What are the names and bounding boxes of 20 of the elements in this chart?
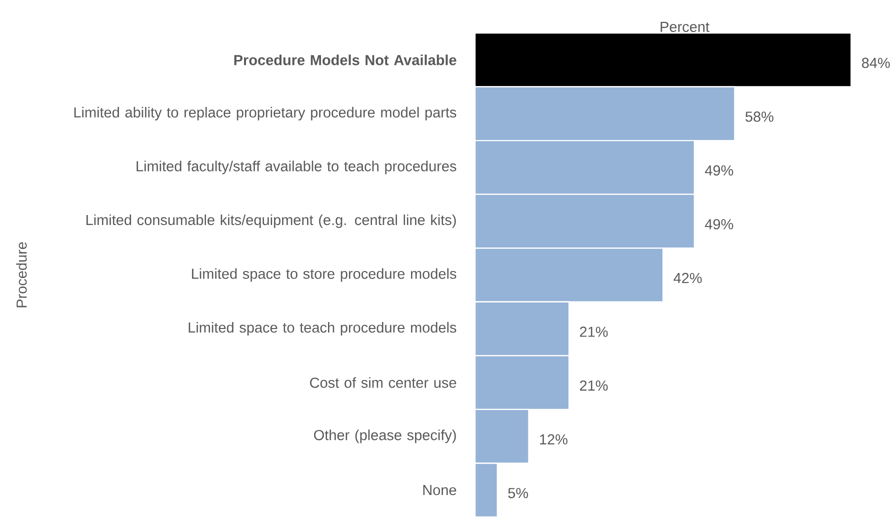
y-tick-label: None: [423, 485, 456, 496]
data-label: 49%: [704, 219, 734, 230]
data-label: 21%: [580, 326, 608, 337]
y-tick-label: Procedure Models Not Available: [234, 54, 456, 66]
data-label: 42%: [674, 272, 702, 284]
y-tick-label: Limited consumable kits/equipment (e.g. central line kits): [86, 214, 456, 228]
y-tick-label: Other (please specify): [314, 430, 456, 444]
y-tick-label: Cost of sim center use: [310, 377, 456, 388]
data-label: 84%: [862, 58, 890, 68]
y-tick-label: Limited faculty/staff available to teach procedures: [136, 160, 456, 174]
x-axis-title: Percent: [660, 22, 710, 32]
y-axis-title: Procedure: [16, 242, 27, 308]
data-label: 58%: [745, 112, 774, 122]
data-label: 5%: [508, 488, 528, 498]
data-label: 12%: [540, 434, 568, 444]
data-label: 49%: [704, 165, 734, 176]
y-tick-label: Limited space to store procedure models: [192, 268, 456, 282]
y-tick-label: Limited space to teach procedure models: [188, 322, 456, 336]
y-tick-label: Limited ability to replace proprietary procedure model parts: [74, 106, 456, 120]
data-label: 21%: [580, 380, 608, 391]
